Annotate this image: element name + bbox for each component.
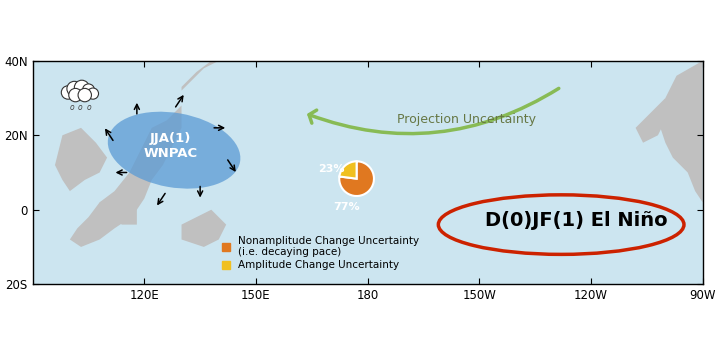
Circle shape (87, 88, 99, 99)
Circle shape (67, 81, 82, 96)
Circle shape (74, 80, 89, 95)
Text: o: o (78, 103, 83, 112)
Polygon shape (181, 210, 226, 247)
Legend: Nonamplitude Change Uncertainty
(i.e. decaying pace), Amplitude Change Uncertain: Nonamplitude Change Uncertainty (i.e. de… (217, 231, 424, 275)
Polygon shape (658, 61, 703, 202)
Polygon shape (181, 61, 219, 91)
Text: Projection Uncertainty: Projection Uncertainty (397, 113, 536, 126)
Polygon shape (55, 128, 107, 191)
Circle shape (83, 84, 94, 96)
Text: JJA(1)
WNPAC: JJA(1) WNPAC (143, 132, 197, 160)
Text: o: o (87, 103, 91, 112)
Circle shape (61, 86, 75, 99)
Polygon shape (32, 61, 238, 247)
Wedge shape (339, 161, 356, 179)
Text: o: o (69, 103, 74, 112)
Wedge shape (339, 161, 374, 196)
Ellipse shape (108, 112, 240, 189)
Circle shape (78, 88, 91, 102)
Polygon shape (99, 195, 137, 225)
Text: 23%: 23% (318, 164, 345, 174)
Text: D(0)JF(1) El Niño: D(0)JF(1) El Niño (485, 211, 667, 230)
Polygon shape (636, 98, 665, 143)
Circle shape (68, 88, 82, 102)
Text: 77%: 77% (333, 202, 360, 212)
